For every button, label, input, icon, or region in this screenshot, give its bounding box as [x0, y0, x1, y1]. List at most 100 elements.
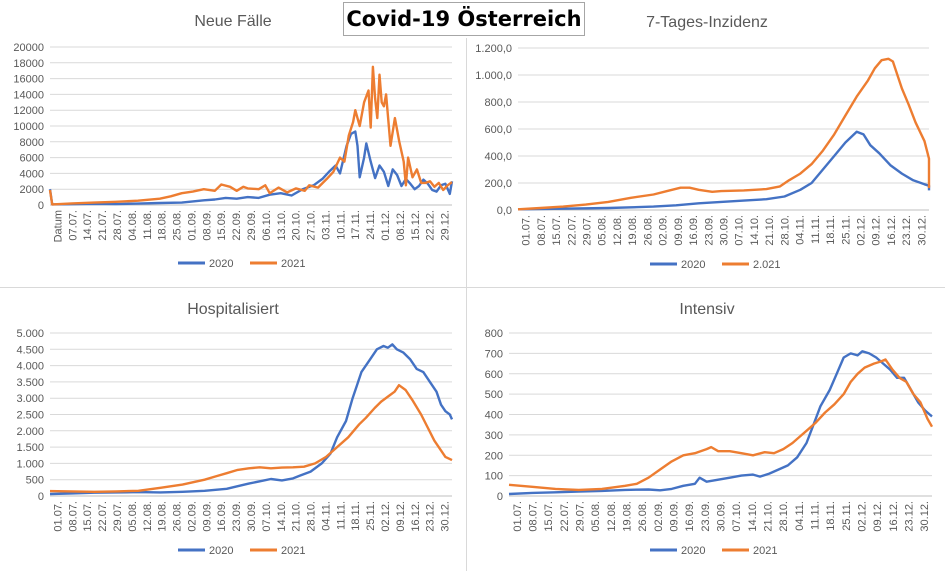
x-tick-label: 16.12. [886, 215, 898, 246]
x-tick-label: 22.09. [231, 210, 243, 241]
x-tick-label: 15.12. [410, 210, 422, 241]
chart-panel-neue-faelle: Neue Fälle 0 2000 4000 6000 8000 10000 12000 140… [0, 0, 466, 287]
x-tick-label: 09.12. [872, 501, 884, 532]
series-line-2021 [508, 358, 934, 492]
y-tick-label: 16000 [13, 74, 44, 86]
x-tick-label: 25.11. [841, 501, 853, 531]
y-tick-label: 2000 [20, 184, 44, 196]
x-tick-label: 02.09. [186, 501, 198, 532]
x-tick-label: 07.10. [734, 215, 746, 246]
x-tick-label: 30.12. [919, 501, 931, 532]
x-tick-label: 22.07. [566, 215, 578, 246]
x-tick-label: 26.08. [642, 215, 654, 246]
y-tick-label: 300 [485, 430, 503, 442]
panel-divider-vertical [466, 38, 467, 571]
x-tick-label: 28.07. [112, 210, 124, 241]
x-tick-label: 22.12. [425, 210, 437, 241]
y-tick-label: 2.000 [16, 426, 44, 438]
y-tick-label: 18000 [13, 58, 44, 70]
y-tick-label: 600 [485, 369, 503, 381]
x-tick-label: 24.11. [365, 210, 377, 240]
legend-label: 2021 [281, 258, 305, 270]
x-tick-label: 13.10. [276, 210, 288, 241]
y-tick-label: 100 [485, 471, 503, 483]
y-tick-label: 5.000 [16, 328, 44, 340]
x-tick-label: 01.09. [186, 210, 198, 241]
x-tick-label: 02.09. [658, 215, 670, 246]
x-tick-label: 05.08. [597, 215, 609, 246]
x-tick-label: 28.10. [306, 501, 318, 532]
x-tick-label: 15.09. [216, 210, 228, 241]
x-tick-label: 14.10. [749, 215, 761, 246]
y-tick-label: 12000 [13, 105, 44, 117]
y-tick-label: 0 [497, 491, 503, 503]
x-tick-label: 02.12. [380, 501, 392, 532]
y-tick-label: 1.000,0 [475, 70, 512, 82]
x-tick-label: 28.10. [778, 501, 790, 532]
x-tick-label: 08.12. [395, 210, 407, 241]
chart-title: Neue Fälle [194, 13, 271, 30]
x-tick-label: 16.12. [888, 501, 900, 532]
series-line-2021 [48, 65, 453, 206]
legend-label: 2020 [681, 545, 705, 557]
x-tick-label: 30.12. [916, 215, 928, 246]
x-tick-label: 22.07. [559, 501, 571, 532]
x-tick-label: 17.11. [350, 210, 362, 240]
x-tick-label: 06.10. [261, 210, 273, 241]
series-line-2020 [49, 343, 454, 496]
series-line-2020 [508, 350, 933, 496]
y-tick-label: 20000 [13, 42, 44, 54]
x-tick-label: 21.10. [763, 501, 775, 532]
y-tick-label: 800,0 [484, 97, 512, 109]
x-tick-label: 19.08. [157, 501, 169, 532]
x-tick-label: 28.10. [779, 215, 791, 246]
legend-label: 2021 [281, 545, 305, 557]
x-tick-label: 12.08. [612, 215, 624, 246]
y-tick-label: 200,0 [484, 178, 512, 190]
chart-inzidenz: 7-Tages-Inzidenz 0,0 200,0 400,0 600,0 800,0 1… [475, 14, 931, 271]
x-tick-label: 19.08. [627, 215, 639, 246]
x-tick-label: 29.07. [112, 501, 124, 532]
chart-panel-inzidenz: 7-Tages-Inzidenz 0,0 200,0 400,0 600,0 800,0 1… [467, 0, 945, 287]
x-tick-label: 27.10. [306, 210, 318, 241]
x-tick-label: 02.09. [653, 501, 665, 532]
y-tick-label: 2.500 [16, 410, 44, 422]
x-tick-label: 15.07. [82, 501, 94, 532]
x-tick-label: 11.11. [810, 501, 822, 530]
x-tick-label: 20.10. [291, 210, 303, 241]
x-tick-label: 16.09. [216, 501, 228, 532]
y-tick-label: 6000 [20, 153, 44, 165]
chart-title: 7-Tages-Inzidenz [646, 14, 768, 31]
y-tick-label: 1.200,0 [475, 43, 512, 55]
x-tick-label: 03.11. [320, 210, 332, 240]
x-tick-label: 21.10. [764, 215, 776, 246]
x-tick-label: 09.12. [871, 215, 883, 246]
x-tick-label: 19.08. [622, 501, 634, 532]
legend-label: 2020 [681, 259, 705, 271]
x-tick-label: 29.07. [575, 501, 587, 532]
x-tick-label: 26.08. [637, 501, 649, 532]
y-tick-label: 14000 [13, 89, 44, 101]
legend-label: 2.021 [753, 259, 781, 271]
x-tick-label: 23.09. [703, 215, 715, 246]
legend-label: 2021 [753, 545, 777, 557]
x-tick-label: 08.09. [201, 210, 213, 241]
y-tick-label: 3.500 [16, 377, 44, 389]
y-tick-label: 500 [485, 389, 503, 401]
x-tick-label: 07.07. [67, 210, 79, 241]
x-tick-label: 15.07. [551, 215, 563, 246]
x-tick-label: 02.12. [856, 215, 868, 246]
x-tick-label: 04.11. [795, 215, 807, 245]
x-tick-label: 11.11. [335, 501, 347, 530]
x-tick-label: 25.11. [840, 215, 852, 245]
y-tick-label: 4000 [20, 168, 44, 180]
x-tick-label: 30.09. [716, 501, 728, 532]
x-tick-label: 25.11. [365, 501, 377, 531]
x-tick-label: 29.12. [440, 210, 452, 241]
y-tick-label: 1.000 [16, 458, 44, 470]
y-tick-label: 600,0 [484, 124, 512, 136]
x-tick-label: 21.10. [291, 501, 303, 532]
x-tick-label: 30.12. [440, 501, 452, 532]
x-tick-label: 12.08. [142, 501, 154, 532]
y-tick-label: 0,0 [497, 205, 512, 217]
